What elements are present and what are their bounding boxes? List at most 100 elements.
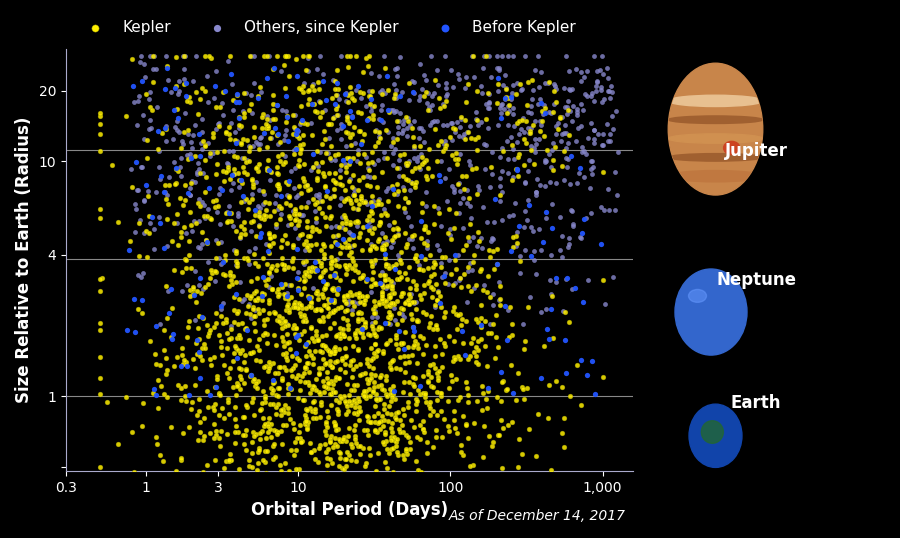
Kepler [382,291,396,300]
Kepler [182,237,196,245]
Kepler [422,322,436,331]
Kepler [266,285,280,294]
Others, since Kepler [403,178,418,186]
Kepler [428,124,442,133]
Kepler [436,350,450,359]
Kepler [326,308,340,317]
Others, since Kepler [328,156,342,165]
Others, since Kepler [298,246,312,254]
Kepler [255,112,269,121]
Kepler [393,259,408,267]
Kepler [321,345,336,354]
Others, since Kepler [571,124,585,132]
Kepler [361,416,375,425]
Kepler [274,374,289,383]
Kepler [319,383,333,392]
Kepler [435,303,449,312]
Kepler [206,403,220,412]
Others, since Kepler [407,154,421,162]
Kepler [225,280,239,288]
Kepler [370,395,384,404]
Kepler [183,97,197,106]
Others, since Kepler [389,94,403,103]
Kepler [573,401,588,409]
Kepler [119,393,133,401]
Others, since Kepler [425,91,439,100]
Before Kepler [160,64,175,73]
Kepler [372,128,386,136]
Before Kepler [184,154,198,162]
Kepler [380,445,394,454]
Kepler [157,390,171,398]
Before Kepler [208,82,222,90]
Kepler [367,474,382,483]
Kepler [364,356,378,364]
Others, since Kepler [270,140,284,148]
Others, since Kepler [506,145,520,153]
Kepler [249,429,264,438]
Others, since Kepler [440,197,454,206]
Others, since Kepler [141,95,156,104]
Others, since Kepler [600,119,615,128]
Others, since Kepler [181,129,195,138]
Others, since Kepler [132,216,147,225]
Kepler [412,141,427,150]
Others, since Kepler [291,190,305,199]
Kepler [356,68,370,76]
Others, since Kepler [506,104,520,112]
Kepler [272,363,286,371]
Others, since Kepler [436,121,450,129]
Kepler [293,85,308,94]
Kepler [321,169,336,178]
Kepler [379,390,393,398]
Kepler [501,94,516,103]
Kepler [322,455,337,463]
Kepler [326,284,340,292]
Kepler [372,221,386,230]
Kepler [338,186,353,194]
Kepler [230,247,244,256]
Others, since Kepler [560,163,574,172]
Others, since Kepler [342,296,356,305]
Others, since Kepler [401,156,416,165]
Others, since Kepler [528,139,543,148]
Kepler [420,367,435,376]
Kepler [513,257,527,265]
Kepler [194,288,209,297]
Kepler [457,116,472,125]
Before Kepler [503,247,517,256]
Others, since Kepler [148,65,163,73]
Kepler [315,140,329,148]
Kepler [457,474,472,483]
Before Kepler [290,72,304,81]
Kepler [402,445,417,454]
Kepler [401,79,416,87]
Kepler [364,209,379,217]
Kepler [220,430,235,438]
Before Kepler [151,127,166,136]
Others, since Kepler [137,134,151,143]
Others, since Kepler [445,181,459,190]
Kepler [306,474,320,483]
Kepler [328,357,343,366]
Kepler [176,356,191,365]
Others, since Kepler [420,244,435,252]
Others, since Kepler [185,131,200,140]
Kepler [335,242,349,251]
Others, since Kepler [494,101,508,109]
Others, since Kepler [211,120,225,129]
Kepler [269,474,284,483]
Before Kepler [342,107,356,115]
Kepler [407,382,421,391]
Kepler [390,296,404,305]
Others, since Kepler [551,119,565,128]
Others, since Kepler [284,167,299,176]
Others, since Kepler [289,192,303,201]
Kepler [360,181,374,189]
Kepler [195,356,210,365]
Kepler [207,434,221,442]
Others, since Kepler [404,290,419,299]
Kepler [383,277,398,286]
Others, since Kepler [602,206,616,214]
Kepler [367,256,382,265]
